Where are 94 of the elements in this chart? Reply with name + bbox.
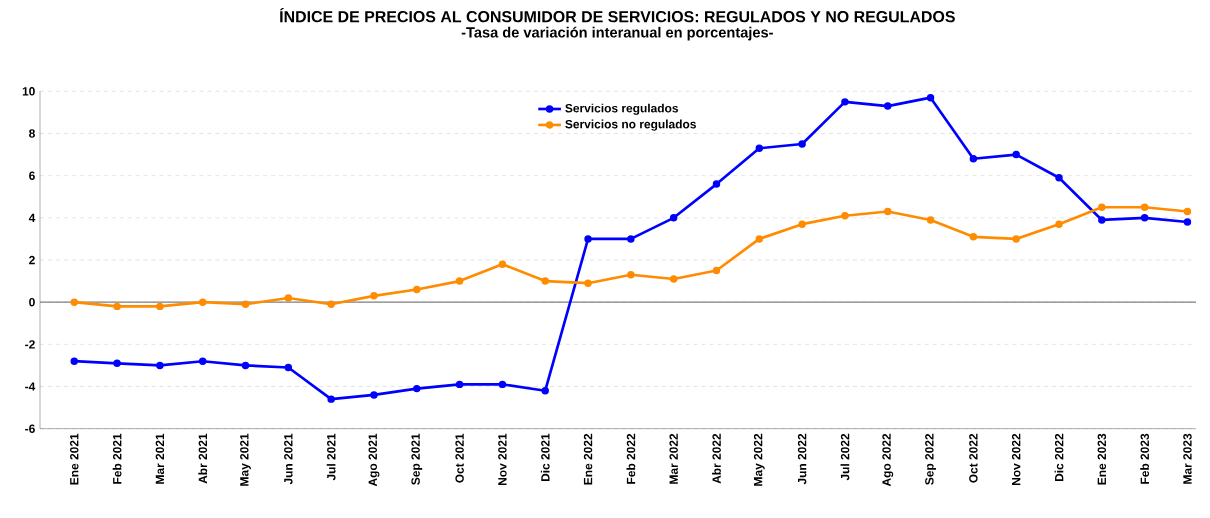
point	[413, 384, 421, 393]
chart-subtitle: -Tasa de variación interanual en porcentajes-	[461, 26, 773, 41]
x-tick-label: Nov 2021	[498, 433, 507, 486]
point	[1012, 235, 1020, 243]
y-tick-label: -4	[25, 382, 36, 391]
x-tick-label: Jul 2021	[326, 433, 336, 481]
point	[455, 277, 464, 285]
legend-label: Servicios no regulados	[565, 119, 696, 131]
point	[798, 140, 806, 148]
point	[370, 292, 378, 300]
point	[541, 386, 549, 395]
point	[969, 155, 978, 163]
legend-label: Servicios regulados	[565, 103, 679, 115]
y-tick-label: 4	[28, 213, 36, 222]
x-tick-label: May 2021	[240, 433, 251, 486]
point	[70, 357, 78, 365]
point	[1098, 216, 1106, 224]
point	[1098, 203, 1106, 212]
point	[498, 260, 507, 268]
y-tick-label: 0	[29, 297, 35, 307]
y-tick-label: 10	[22, 87, 35, 96]
point	[327, 300, 335, 308]
y-tick-label: 6	[29, 171, 35, 180]
y-tick-label: -6	[25, 424, 35, 433]
x-tick-label: Oct 2022	[969, 433, 978, 483]
point	[627, 271, 635, 279]
x-tick-label: Abr 2022	[712, 433, 721, 484]
point	[926, 216, 935, 224]
point	[969, 233, 978, 241]
point	[926, 93, 935, 102]
point	[284, 363, 293, 372]
x-tick-label: Dic 2022	[1054, 433, 1064, 482]
point	[241, 361, 250, 370]
point	[284, 294, 293, 302]
point	[198, 298, 207, 306]
x-tick-label: May 2022	[753, 433, 765, 486]
point	[113, 359, 121, 368]
x-tick-label: Jun 2021	[284, 433, 293, 485]
point	[669, 275, 678, 283]
point	[498, 380, 507, 389]
point	[1140, 214, 1149, 222]
point	[156, 361, 164, 370]
point	[156, 302, 164, 311]
y-tick-label: 2	[29, 255, 35, 265]
x-tick-label: Ago 2021	[368, 433, 380, 487]
point	[841, 212, 849, 220]
point	[541, 277, 549, 285]
x-tick-label: Feb 2021	[112, 433, 122, 484]
x-tick-label: Jun 2022	[797, 433, 807, 485]
x-tick-label: Dic 2021	[540, 433, 550, 482]
point	[755, 235, 764, 243]
y-tick-label: -2	[25, 340, 35, 349]
x-tick-label: Sep 2022	[925, 433, 936, 485]
x-tick-label: Abr 2021	[198, 433, 208, 484]
x-tick-label: Mar 2022	[669, 433, 678, 484]
point	[712, 180, 721, 188]
point	[241, 300, 250, 308]
chart-title: ÍNDICE DE PRECIOS AL CONSUMIDOR DE SERVICIOS: REGULADOS Y NO REGULADOS	[279, 8, 955, 23]
point	[1183, 218, 1192, 226]
point	[884, 102, 892, 110]
x-tick-label: Ene 2023	[1097, 433, 1107, 485]
point	[370, 391, 378, 399]
x-tick-label: Ene 2021	[70, 433, 79, 485]
x-tick-label: Mar 2023	[1183, 433, 1192, 484]
point	[455, 380, 464, 389]
x-tick-label: Ene 2022	[583, 433, 593, 485]
x-tick-label: Ago 2022	[882, 433, 894, 487]
x-tick-label: Feb 2023	[1140, 433, 1150, 484]
point	[198, 357, 207, 365]
point	[841, 98, 849, 106]
x-tick-label: Jul 2022	[840, 433, 850, 481]
point	[1055, 174, 1063, 182]
point	[70, 298, 78, 306]
point	[884, 207, 892, 216]
x-tick-label: Sep 2021	[411, 433, 423, 485]
point	[413, 285, 421, 294]
x-tick-label: Feb 2022	[626, 433, 636, 484]
point	[584, 279, 592, 287]
point	[584, 235, 592, 243]
point	[798, 220, 806, 228]
point	[113, 302, 121, 311]
point	[627, 235, 635, 243]
point	[755, 144, 764, 152]
y-tick-label: 8	[29, 129, 35, 138]
x-tick-label: Mar 2021	[155, 433, 165, 484]
point	[1140, 203, 1149, 212]
point	[1012, 150, 1020, 159]
point	[1183, 207, 1192, 216]
x-tick-label: Oct 2021	[455, 433, 464, 483]
x-tick-label: Nov 2022	[1011, 433, 1021, 486]
point	[669, 214, 678, 222]
point	[712, 266, 721, 275]
point	[327, 395, 335, 403]
point	[1055, 220, 1063, 228]
